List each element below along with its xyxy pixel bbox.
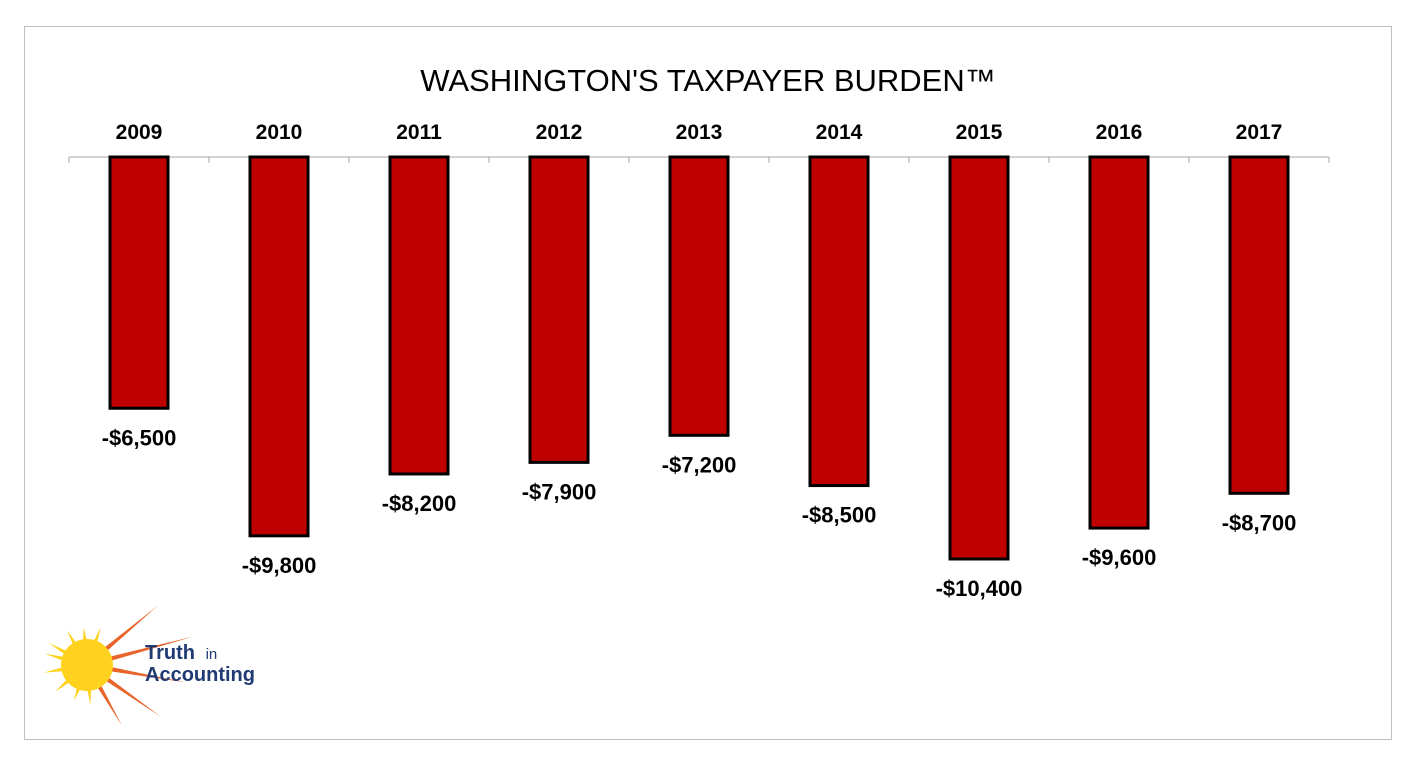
x-axis-tick-labels: 2009 2010 2011 2012 2013 2014 2015 2016 2017 [116, 121, 1283, 144]
x-tick-label-2014: 2014 [816, 121, 863, 144]
data-label-2013: -$7,200 [662, 452, 737, 477]
bar-2012 [528, 155, 590, 464]
bar-2011 [388, 155, 450, 476]
data-label-2011: -$8,200 [382, 491, 457, 516]
data-label-2010: -$9,800 [242, 553, 317, 578]
truth-in-accounting-logo: Truth in Accounting [43, 605, 255, 726]
x-tick-label-2017: 2017 [1236, 121, 1283, 144]
sun-ray [103, 675, 161, 717]
bar-2014 [808, 155, 870, 488]
bar-2017 [1228, 155, 1290, 495]
data-label-2009: -$6,500 [102, 425, 177, 450]
x-tick-label-2016: 2016 [1096, 121, 1143, 144]
x-tick-label-2012: 2012 [536, 121, 583, 144]
logo-text-line2: Accounting [145, 664, 255, 686]
data-label-2017: -$8,700 [1222, 510, 1297, 535]
data-label-2015: -$10,400 [936, 576, 1023, 601]
sun-ray [43, 666, 66, 673]
sun-ray [86, 686, 92, 705]
x-axis-ticks [68, 157, 1330, 163]
sun-ray [96, 682, 122, 726]
bar-2009 [108, 155, 170, 410]
sun-ray [44, 653, 67, 662]
data-label-2012: -$7,900 [522, 479, 597, 504]
bar-2015 [948, 155, 1010, 561]
logo-text-line1: Truth in [145, 642, 217, 664]
sun-ray [48, 643, 70, 656]
x-tick-label-2009: 2009 [116, 121, 163, 144]
x-tick-label-2010: 2010 [256, 121, 303, 144]
sun-ray [102, 605, 158, 653]
sun-ray [108, 666, 186, 683]
logo-word-in: in [206, 646, 218, 663]
bar-chart: WASHINGTON'S TAXPAYER BURDEN™ 2009 2010 20… [43, 63, 1330, 726]
logo-word-truth: Truth [145, 642, 195, 664]
x-tick-label-2011: 2011 [396, 121, 442, 144]
data-label-2016: -$9,600 [1082, 545, 1157, 570]
bar-2013 [668, 155, 730, 437]
x-tick-label-2013: 2013 [676, 121, 723, 144]
sun-icon [61, 639, 113, 691]
bar-series [108, 155, 1290, 561]
bar-2016 [1088, 155, 1150, 530]
bar-2010 [248, 155, 310, 538]
data-label-2014: -$8,500 [802, 503, 877, 528]
chart-frame: WASHINGTON'S TAXPAYER BURDEN™ 2009 2010 20… [24, 26, 1392, 740]
sun-rays [43, 605, 194, 726]
chart-title: WASHINGTON'S TAXPAYER BURDEN™ [420, 63, 995, 98]
x-tick-label-2015: 2015 [956, 121, 1003, 144]
sun-ray [107, 636, 194, 662]
data-labels: -$6,500 -$9,800 -$8,200 -$7,900 -$7,200 -$8,5… [102, 425, 1297, 601]
